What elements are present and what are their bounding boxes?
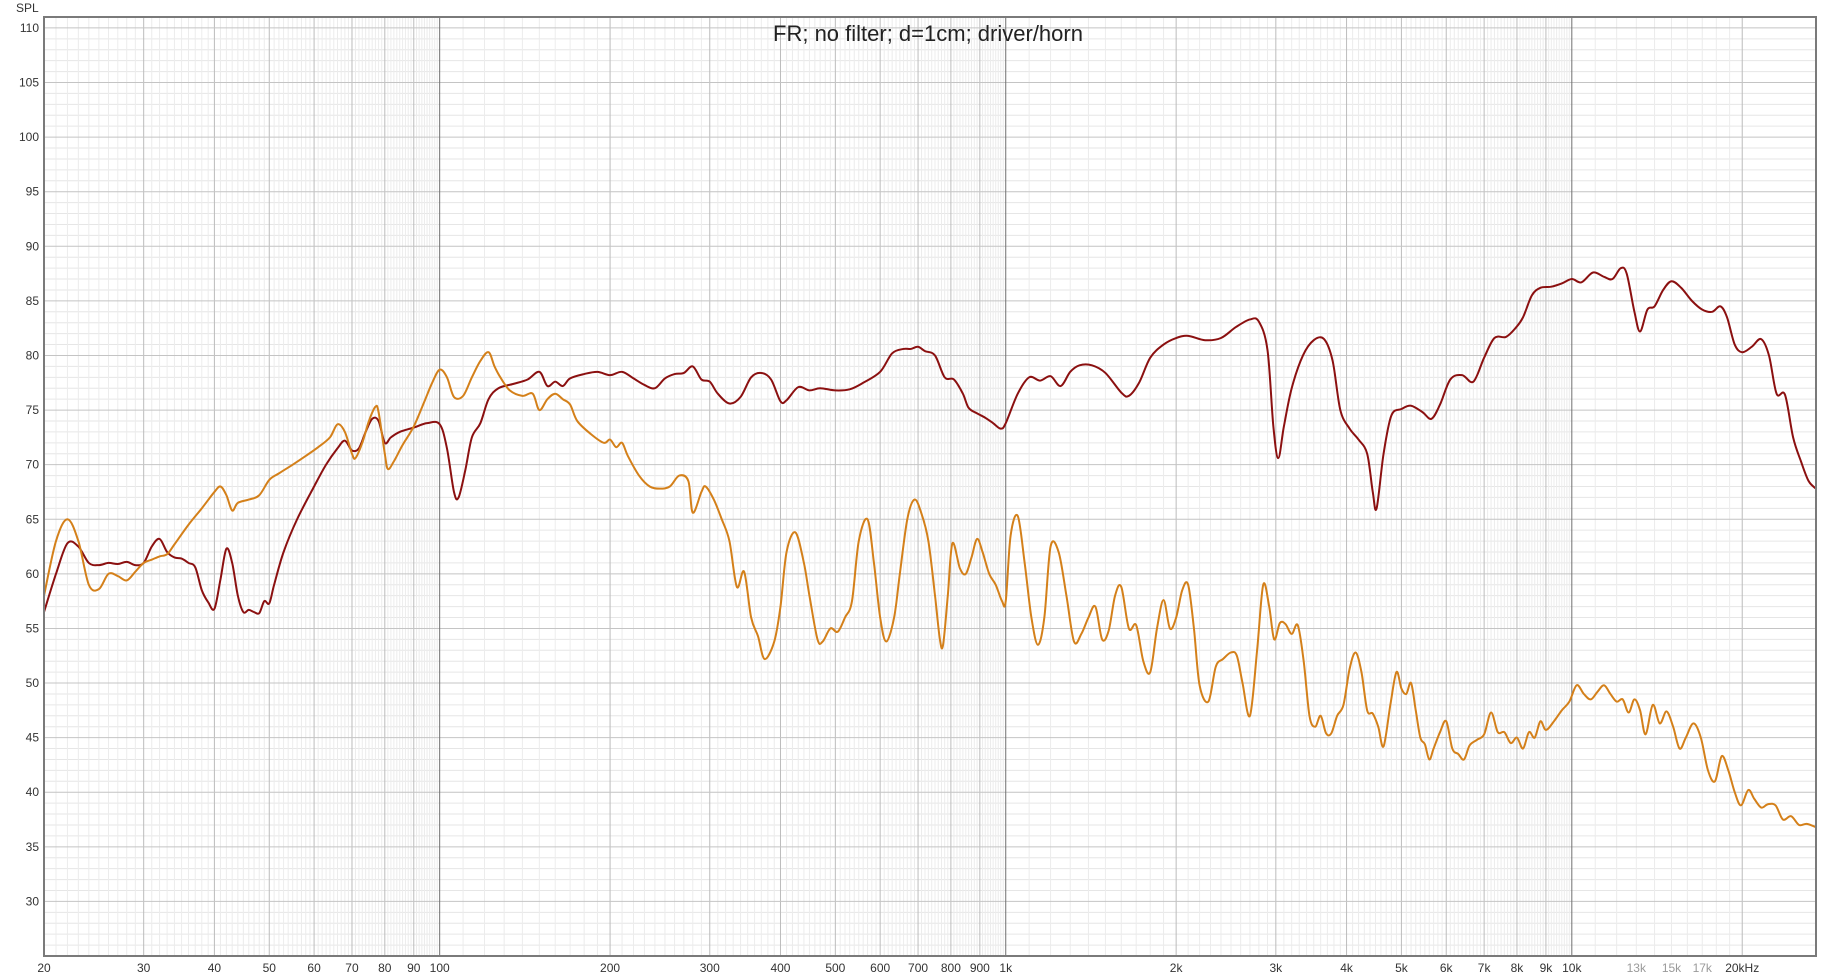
x-tick-label: 20kHz — [1725, 961, 1759, 975]
y-tick-label: 85 — [26, 294, 40, 308]
series-layer — [43, 266, 1817, 829]
y-tick-label: 45 — [26, 731, 40, 745]
x-tick-label: 900 — [970, 961, 990, 975]
x-tick-label: 10k — [1562, 961, 1582, 975]
y-tick-label: 35 — [26, 840, 40, 854]
y-tick-label: 60 — [26, 567, 40, 581]
x-tick-label: 9k — [1540, 961, 1554, 975]
y-tick-label: 55 — [26, 621, 40, 635]
y-tick-label: 75 — [26, 403, 40, 417]
x-tick-label: 20 — [37, 961, 51, 975]
y-axis-label: SPL — [16, 1, 39, 15]
y-tick-label: 80 — [26, 348, 40, 362]
y-tick-label: 50 — [26, 676, 40, 690]
x-tick-label: 200 — [600, 961, 620, 975]
x-tick-label: 7k — [1478, 961, 1492, 975]
y-tick-label: 90 — [26, 239, 40, 253]
x-tick-label: 50 — [263, 961, 277, 975]
x-tick-label: 1k — [999, 961, 1013, 975]
x-tick-label: 600 — [870, 961, 890, 975]
x-tick-label: 5k — [1395, 961, 1409, 975]
chart-title: FR; no filter; d=1cm; driver/horn — [773, 21, 1083, 46]
y-tick-label: 30 — [26, 894, 40, 908]
y-tick-labels: 30 35 40 45 50 55 60 65 70 75 80 85 90 95 100 105 110 — [19, 21, 39, 908]
x-tick-label: 13k — [1627, 961, 1647, 975]
y-tick-label: 95 — [26, 185, 40, 199]
x-tick-label: 15k — [1662, 961, 1682, 975]
y-tick-label: 65 — [26, 512, 40, 526]
x-tick-label: 8k — [1511, 961, 1525, 975]
x-tick-label: 4k — [1340, 961, 1354, 975]
x-tick-label: 6k — [1440, 961, 1454, 975]
x-tick-label: 3k — [1269, 961, 1283, 975]
x-tick-label: 30 — [137, 961, 151, 975]
y-tick-label: 105 — [19, 76, 39, 90]
x-tick-label: 700 — [908, 961, 928, 975]
y-tick-label: 40 — [26, 785, 40, 799]
x-tick-label: 300 — [700, 961, 720, 975]
x-tick-label: 40 — [208, 961, 222, 975]
x-tick-labels: 20 30 40 50 60 70 80 90 100 200 300 400 500 600 700 800… — [37, 961, 1759, 975]
x-tick-label: 400 — [770, 961, 790, 975]
x-tick-label: 60 — [307, 961, 321, 975]
y-tick-label: 70 — [26, 458, 40, 472]
x-tick-label: 100 — [430, 961, 450, 975]
plot-border — [43, 16, 1817, 957]
x-tick-label: 70 — [345, 961, 359, 975]
x-tick-label: 80 — [378, 961, 392, 975]
minor-grid — [43, 16, 1816, 956]
x-tick-label: 500 — [825, 961, 845, 975]
x-tick-label: 90 — [407, 961, 421, 975]
x-tick-label: 800 — [941, 961, 961, 975]
series-line-1 — [43, 266, 1817, 615]
x-tick-label: 17k — [1693, 961, 1713, 975]
y-tick-label: 110 — [20, 21, 39, 35]
series-line-2 — [43, 351, 1817, 829]
x-tick-label: 2k — [1170, 961, 1184, 975]
y-tick-label: 100 — [19, 130, 39, 144]
